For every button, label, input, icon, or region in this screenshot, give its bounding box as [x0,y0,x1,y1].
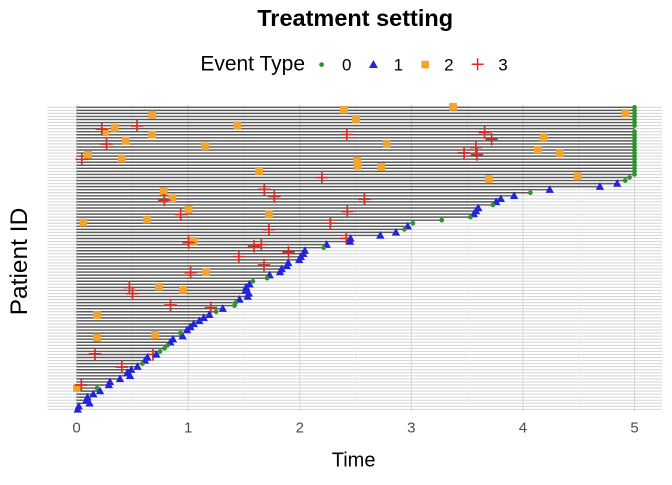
svg-text:0: 0 [342,55,351,74]
svg-text:3: 3 [407,420,415,437]
svg-text:1: 1 [394,55,403,74]
svg-text:Treatment setting: Treatment setting [257,5,453,31]
svg-text:2: 2 [296,420,304,437]
svg-text:1: 1 [184,420,192,437]
svg-text:Patient ID: Patient ID [6,208,33,316]
svg-text:2: 2 [444,55,453,74]
svg-text:0: 0 [72,420,80,437]
svg-text:Time: Time [332,449,376,471]
svg-text:4: 4 [519,420,527,437]
svg-text:Event Type: Event Type [200,52,305,75]
svg-text:5: 5 [630,420,638,437]
svg-text:3: 3 [498,55,507,74]
